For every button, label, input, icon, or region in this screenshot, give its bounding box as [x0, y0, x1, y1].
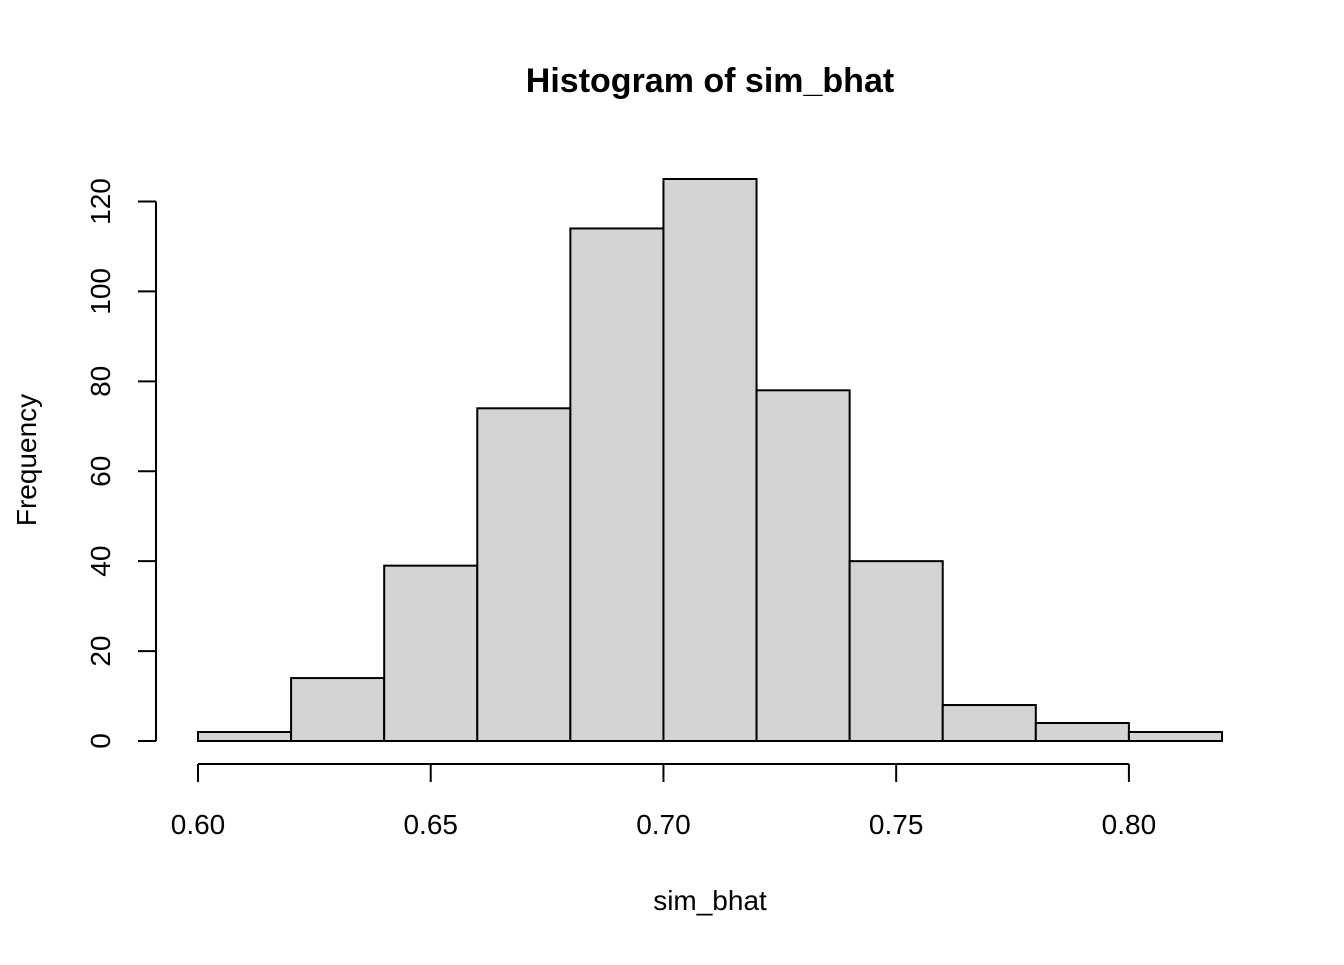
histogram-bar-6 — [755, 389, 851, 742]
y-tick-label-1: 20 — [85, 636, 116, 667]
y-tick-label-0: 0 — [85, 733, 116, 749]
y-tick-label-5: 100 — [85, 268, 116, 315]
chart-title: Histogram of sim_bhat — [526, 62, 894, 100]
x-tick-label-0: 0.60 — [171, 809, 226, 840]
histogram-bar-3 — [476, 407, 572, 742]
x-axis: 0.60 0.65 0.70 0.75 0.80 — [171, 763, 1157, 840]
histogram-bar-5 — [662, 178, 758, 742]
y-axis: 0 20 40 60 80 100 120 — [85, 178, 157, 749]
y-tick-label-2: 40 — [85, 546, 116, 577]
y-axis-label: Frequency — [11, 394, 42, 526]
histogram-bar-10 — [1127, 731, 1223, 742]
bars-group — [197, 178, 1223, 743]
histogram-bar-0 — [197, 731, 293, 742]
y-tick-label-3: 60 — [85, 456, 116, 487]
x-tick-label-4: 0.80 — [1102, 809, 1157, 840]
x-tick-label-1: 0.65 — [403, 809, 458, 840]
histogram-bar-8 — [941, 704, 1037, 742]
histogram-bar-4 — [569, 227, 665, 742]
histogram-bar-2 — [383, 564, 479, 742]
histogram-bar-9 — [1034, 722, 1130, 742]
histogram-bar-1 — [290, 677, 386, 743]
x-tick-label-2: 0.70 — [636, 809, 691, 840]
y-tick-label-6: 120 — [85, 178, 116, 225]
x-tick-label-3: 0.75 — [869, 809, 924, 840]
histogram-bar-7 — [848, 560, 944, 742]
y-tick-label-4: 80 — [85, 366, 116, 397]
x-axis-label: sim_bhat — [653, 885, 767, 916]
